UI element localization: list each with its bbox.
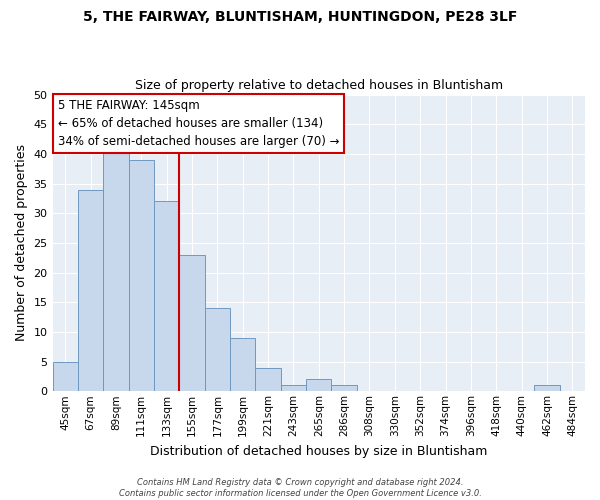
- Title: Size of property relative to detached houses in Bluntisham: Size of property relative to detached ho…: [135, 79, 503, 92]
- Text: 5 THE FAIRWAY: 145sqm
← 65% of detached houses are smaller (134)
34% of semi-det: 5 THE FAIRWAY: 145sqm ← 65% of detached …: [58, 99, 340, 148]
- Bar: [154, 202, 179, 392]
- Bar: [281, 386, 306, 392]
- Bar: [306, 380, 331, 392]
- Bar: [78, 190, 103, 392]
- Bar: [179, 255, 205, 392]
- Bar: [256, 368, 281, 392]
- Bar: [103, 142, 128, 392]
- Bar: [205, 308, 230, 392]
- Bar: [534, 386, 560, 392]
- Bar: [331, 386, 357, 392]
- Bar: [128, 160, 154, 392]
- X-axis label: Distribution of detached houses by size in Bluntisham: Distribution of detached houses by size …: [150, 444, 487, 458]
- Bar: [53, 362, 78, 392]
- Text: Contains HM Land Registry data © Crown copyright and database right 2024.
Contai: Contains HM Land Registry data © Crown c…: [119, 478, 481, 498]
- Text: 5, THE FAIRWAY, BLUNTISHAM, HUNTINGDON, PE28 3LF: 5, THE FAIRWAY, BLUNTISHAM, HUNTINGDON, …: [83, 10, 517, 24]
- Bar: [230, 338, 256, 392]
- Y-axis label: Number of detached properties: Number of detached properties: [15, 144, 28, 342]
